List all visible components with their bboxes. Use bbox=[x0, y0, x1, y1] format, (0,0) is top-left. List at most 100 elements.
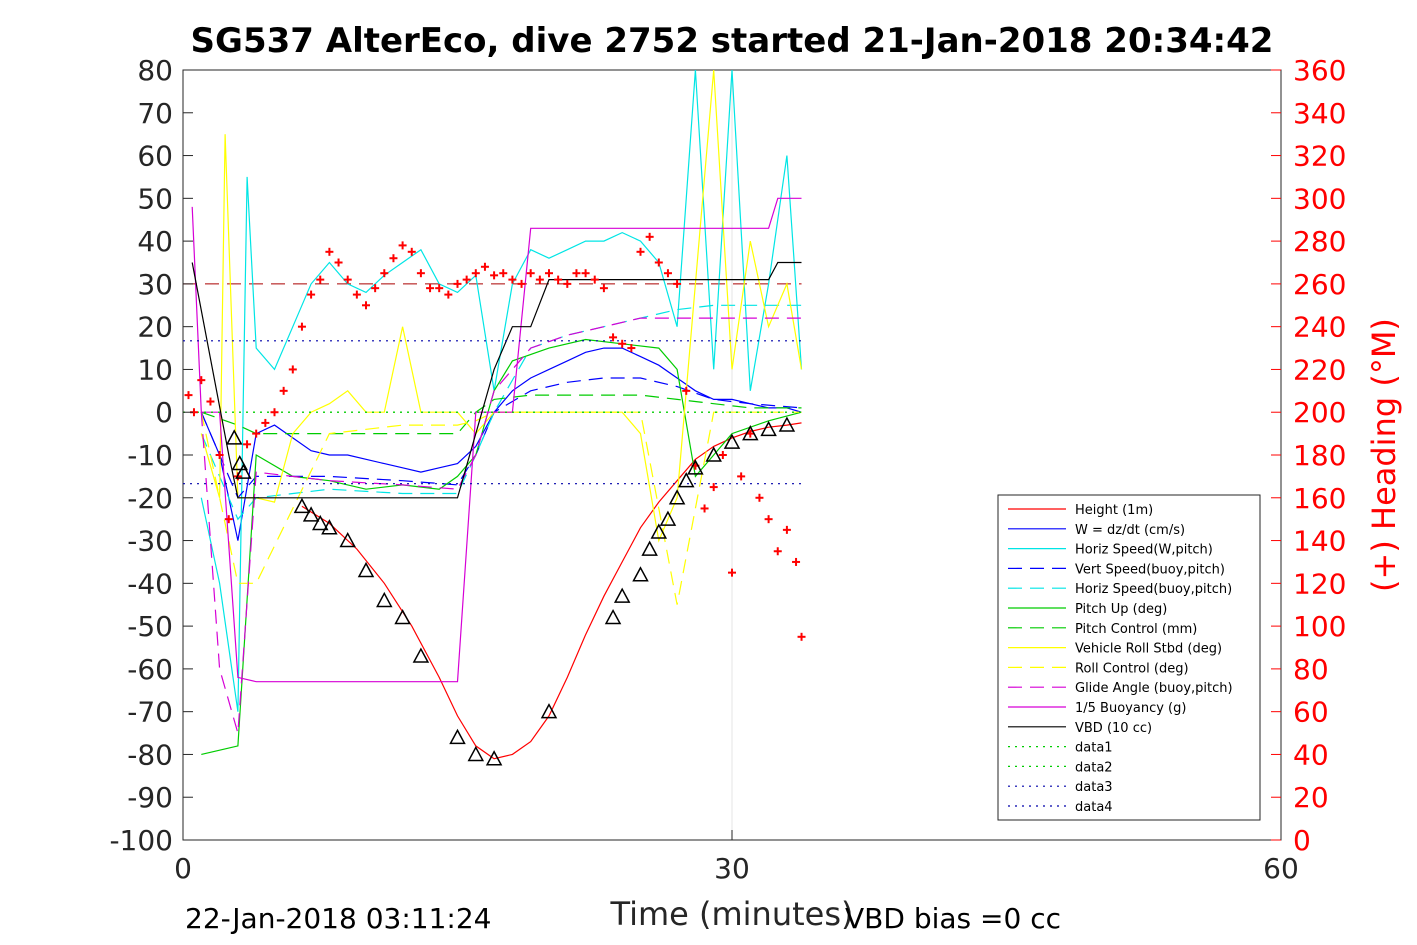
heading-point bbox=[718, 451, 727, 459]
legend-label: Pitch Up (deg) bbox=[1075, 602, 1167, 617]
triangle-marker bbox=[302, 506, 320, 522]
right-tick-label: 180 bbox=[1293, 439, 1346, 472]
right-tick-label: 120 bbox=[1293, 567, 1346, 600]
legend-label: Pitch Control (mm) bbox=[1075, 622, 1197, 637]
triangle-markers bbox=[225, 416, 796, 766]
left-tick-label: -60 bbox=[127, 653, 173, 686]
heading-point bbox=[797, 632, 806, 641]
heading-point bbox=[444, 290, 453, 299]
triangle-marker bbox=[677, 472, 695, 488]
right-tick-label: 80 bbox=[1293, 653, 1329, 686]
heading-point bbox=[545, 269, 553, 278]
heading-point bbox=[389, 254, 398, 263]
legend-entry: 1/5 Buoyancy (g) bbox=[1008, 701, 1186, 716]
legend-entry: data2 bbox=[1008, 760, 1113, 775]
legend-label: data1 bbox=[1075, 741, 1113, 756]
left-tick-label: -30 bbox=[127, 525, 173, 558]
heading-point bbox=[508, 275, 517, 284]
heading-point bbox=[325, 247, 334, 256]
left-tick-label: 80 bbox=[137, 54, 173, 87]
heading-point bbox=[224, 515, 233, 524]
heading-point bbox=[206, 397, 215, 406]
triangle-marker bbox=[485, 750, 503, 766]
right-tick-label: 320 bbox=[1293, 140, 1346, 173]
heading-point bbox=[737, 472, 746, 481]
heading-point bbox=[371, 284, 380, 293]
triangle-marker bbox=[604, 608, 622, 625]
legend-entry: Horiz Speed(buoy,pitch) bbox=[1008, 582, 1232, 597]
heading-point bbox=[636, 247, 645, 256]
right-tick-label: 160 bbox=[1293, 482, 1346, 515]
triangle-marker bbox=[225, 429, 243, 445]
right-tick-label: 360 bbox=[1293, 54, 1346, 87]
triangle-marker bbox=[760, 420, 777, 437]
legend-label: Horiz Speed(W,pitch) bbox=[1075, 543, 1213, 558]
right-tick-label: 100 bbox=[1293, 610, 1346, 643]
y-axis-label-right: (+) Heading (°M) bbox=[1365, 318, 1403, 592]
left-tick-label: 40 bbox=[137, 225, 173, 258]
heading-point bbox=[462, 275, 471, 284]
legend-label: data4 bbox=[1075, 800, 1113, 815]
heading-point bbox=[288, 365, 297, 374]
heading-point bbox=[362, 301, 370, 310]
legend-entry: Height (1m) bbox=[1008, 503, 1153, 518]
heading-point bbox=[673, 279, 682, 288]
triangle-marker bbox=[613, 587, 631, 603]
series-line-11 bbox=[191, 261, 802, 499]
legend-label: VBD (10 cc) bbox=[1075, 721, 1152, 736]
heading-point bbox=[645, 232, 654, 241]
footer-timestamp: 22-Jan-2018 03:11:24 bbox=[185, 902, 491, 935]
heading-point bbox=[453, 279, 462, 288]
heading-point bbox=[599, 284, 608, 293]
heading-point bbox=[307, 290, 316, 299]
left-tick-label: -90 bbox=[127, 781, 173, 814]
left-tick-label: 0 bbox=[155, 396, 173, 429]
legend-label: Horiz Speed(buoy,pitch) bbox=[1075, 582, 1232, 597]
heading-point bbox=[535, 275, 544, 284]
legend-entry: Vert Speed(buoy,pitch) bbox=[1008, 562, 1225, 577]
legend-entry: Horiz Speed(W,pitch) bbox=[1008, 543, 1213, 558]
heading-point bbox=[270, 408, 279, 417]
heading-point bbox=[773, 547, 782, 556]
left-tick-label: -40 bbox=[127, 567, 173, 600]
heading-point bbox=[728, 568, 736, 577]
legend-label: Vehicle Roll Stbd (deg) bbox=[1075, 642, 1222, 657]
legend-entry: Pitch Up (deg) bbox=[1008, 602, 1167, 617]
series-line-1 bbox=[200, 347, 802, 541]
triangle-marker bbox=[321, 519, 338, 535]
right-tick-label: 240 bbox=[1293, 311, 1346, 344]
legend-entry: data1 bbox=[1008, 741, 1113, 756]
heading-point bbox=[627, 344, 636, 353]
heading-point bbox=[581, 269, 590, 278]
triangle-marker bbox=[231, 454, 248, 471]
triangle-marker bbox=[742, 425, 759, 441]
heading-point bbox=[792, 557, 801, 566]
legend-entry: data4 bbox=[1008, 800, 1113, 815]
heading-point bbox=[709, 483, 718, 492]
left-tick-label: -50 bbox=[127, 610, 173, 643]
heading-point bbox=[490, 271, 499, 280]
heading-point bbox=[609, 333, 618, 342]
right-tick-label: 260 bbox=[1293, 268, 1346, 301]
left-tick-label: 20 bbox=[137, 311, 173, 344]
triangle-marker bbox=[778, 416, 796, 432]
left-tick-label: 30 bbox=[137, 268, 173, 301]
heading-point bbox=[435, 284, 444, 293]
series-line-9 bbox=[200, 317, 802, 734]
heading-point bbox=[343, 275, 352, 284]
legend-entry: VBD (10 cc) bbox=[1008, 721, 1152, 736]
footer-vbd-bias: VBD bias =0 cc bbox=[845, 902, 1061, 935]
right-tick-label: 280 bbox=[1293, 225, 1346, 258]
heading-point bbox=[746, 429, 755, 438]
triangle-marker bbox=[540, 703, 558, 719]
right-tick-label: 20 bbox=[1293, 781, 1329, 814]
series-layer bbox=[183, 70, 803, 760]
triangle-marker bbox=[376, 591, 393, 608]
left-tick-label: -10 bbox=[127, 439, 173, 472]
bottom-tick-label: 30 bbox=[714, 852, 750, 885]
heading-point bbox=[334, 258, 343, 267]
heading-point bbox=[380, 269, 389, 278]
heading-point bbox=[572, 269, 581, 278]
heading-point bbox=[398, 241, 407, 250]
chart-title: SG537 AlterEco, dive 2752 started 21-Jan… bbox=[191, 21, 1274, 61]
